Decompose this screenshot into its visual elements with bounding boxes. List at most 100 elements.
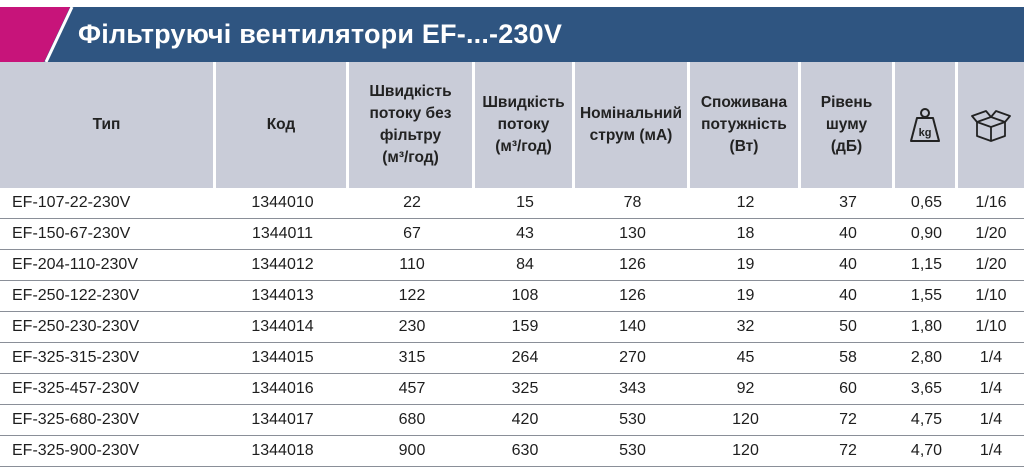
- cell-flow-no-filter: 230: [398, 318, 426, 335]
- cell-flow: 159: [511, 318, 539, 335]
- cell-current: 270: [619, 349, 646, 366]
- cell-type: EF-204-110-230V: [12, 256, 138, 273]
- table-body: EF-107-22-230V 1344010 22 15 78 12 37 0,65 1/16 E…: [0, 188, 1024, 467]
- cell-package: 1/10: [975, 318, 1007, 335]
- header-flow: Швидкість потоку (м³/год): [475, 62, 575, 188]
- cell-power: 19: [736, 256, 755, 273]
- weight-kg-icon: kg: [910, 108, 940, 142]
- cell-code: 1344011: [251, 225, 314, 242]
- table-row: EF-325-680-230V 1344017 680 420 530 120 72 4,75…: [0, 405, 1024, 436]
- cell-code: 1344013: [251, 287, 314, 304]
- cell-package: 1/4: [979, 349, 1003, 366]
- cell-package: 1/20: [975, 256, 1007, 273]
- cell-current: 140: [619, 318, 646, 335]
- cell-type: EF-150-67-230V: [12, 225, 131, 242]
- cell-type: EF-107-22-230V: [12, 194, 131, 211]
- cell-power: 120: [732, 442, 759, 459]
- cell-weight: 1,15: [910, 256, 943, 273]
- cell-code: 1344012: [251, 256, 314, 273]
- cell-flow: 264: [511, 349, 539, 366]
- cell-weight: 4,70: [910, 442, 943, 459]
- table-row: EF-325-457-230V 1344016 457 325 343 92 60 3,65 1…: [0, 374, 1024, 405]
- cell-current: 530: [619, 442, 646, 459]
- header-package: [958, 62, 1024, 188]
- table-row: EF-250-122-230V 1344013 122 108 126 19 40 1,55 1…: [0, 281, 1024, 312]
- cell-flow-no-filter: 22: [403, 194, 421, 211]
- cell-current: 130: [619, 225, 646, 242]
- cell-power: 19: [736, 287, 755, 304]
- title-bar: Фільтруючі вентилятори EF-...-230V: [0, 7, 1024, 62]
- cell-flow-no-filter: 122: [398, 287, 426, 304]
- cell-flow: 43: [516, 225, 534, 242]
- cell-power: 18: [736, 225, 755, 242]
- header-type: Тип: [0, 62, 216, 188]
- cell-noise: 40: [839, 287, 857, 304]
- cell-noise: 72: [839, 442, 857, 459]
- cell-current: 78: [623, 194, 642, 211]
- table-row: EF-107-22-230V 1344010 22 15 78 12 37 0,65 1/16: [0, 188, 1024, 219]
- cell-package: 1/4: [979, 411, 1003, 428]
- cell-weight: 0,65: [910, 194, 943, 211]
- cell-code: 1344010: [251, 194, 314, 211]
- cell-flow: 84: [516, 256, 534, 273]
- cell-weight: 4,75: [910, 411, 943, 428]
- cell-package: 1/10: [975, 287, 1007, 304]
- table-row: EF-204-110-230V 1344012 110 84 126 19 40 1,15 1/…: [0, 250, 1024, 281]
- cell-power: 92: [736, 380, 755, 397]
- cell-power: 120: [732, 411, 759, 428]
- table-row: EF-325-315-230V 1344015 315 264 270 45 58 2,80 1…: [0, 343, 1024, 374]
- cell-type: EF-325-315-230V: [12, 349, 140, 366]
- weight-icon-label: kg: [919, 127, 932, 139]
- cell-power: 32: [736, 318, 755, 335]
- table-header: Тип Код Швидкість потоку без фільтру (м³…: [0, 62, 1024, 188]
- cell-current: 530: [619, 411, 646, 428]
- cell-flow: 630: [511, 442, 539, 459]
- title-accent-stripe: [0, 7, 70, 62]
- cell-noise: 60: [839, 380, 857, 397]
- cell-flow: 420: [511, 411, 539, 428]
- cell-code: 1344018: [251, 442, 314, 459]
- cell-weight: 2,80: [910, 349, 943, 366]
- cell-package: 1/4: [979, 442, 1003, 459]
- cell-noise: 40: [839, 225, 857, 242]
- cell-flow: 15: [516, 194, 534, 211]
- cell-type: EF-325-457-230V: [12, 380, 140, 397]
- cell-power: 45: [736, 349, 755, 366]
- page-title: Фільтруючі вентилятори EF-...-230V: [78, 19, 563, 49]
- cell-package: 1/16: [975, 194, 1007, 211]
- cell-flow-no-filter: 680: [398, 411, 426, 428]
- cell-type: EF-325-900-230V: [12, 442, 140, 459]
- table-row: EF-325-900-230V 1344018 900 630 530 120 72 4,70…: [0, 436, 1024, 467]
- header-weight: kg: [895, 62, 958, 188]
- table-row: EF-250-230-230V 1344014 230 159 140 32 50 1,80 1…: [0, 312, 1024, 343]
- cell-current: 343: [619, 380, 646, 397]
- cell-weight: 1,55: [910, 287, 943, 304]
- cell-current: 126: [619, 287, 646, 304]
- cell-flow-no-filter: 457: [398, 380, 426, 397]
- table-row: EF-150-67-230V 1344011 67 43 130 18 40 0,90 1/20: [0, 219, 1024, 250]
- cell-type: EF-250-230-230V: [12, 318, 140, 335]
- header-power: Споживана потужність (Вт): [690, 62, 801, 188]
- cell-noise: 37: [839, 194, 857, 211]
- cell-package: 1/20: [975, 225, 1007, 242]
- header-flow-no-filter: Швидкість потоку без фільтру (м³/год): [349, 62, 475, 188]
- box-icon: [971, 110, 1011, 142]
- cell-noise: 50: [839, 318, 857, 335]
- cell-weight: 0,90: [910, 225, 943, 242]
- header-code: Код: [216, 62, 349, 188]
- cell-power: 12: [736, 194, 755, 211]
- cell-noise: 58: [839, 349, 857, 366]
- cell-code: 1344016: [251, 380, 314, 397]
- cell-current: 126: [619, 256, 646, 273]
- cell-flow-no-filter: 315: [398, 349, 426, 366]
- cell-flow: 108: [511, 287, 539, 304]
- cell-weight: 3,65: [910, 380, 943, 397]
- cell-type: EF-325-680-230V: [12, 411, 140, 428]
- cell-noise: 72: [839, 411, 857, 428]
- cell-package: 1/4: [979, 380, 1003, 397]
- header-current: Номінальний струм (мА): [575, 62, 690, 188]
- header-noise: Рівень шуму (дБ): [801, 62, 895, 188]
- cell-flow-no-filter: 900: [398, 442, 426, 459]
- cell-flow: 325: [511, 380, 539, 397]
- cell-flow-no-filter: 67: [403, 225, 421, 242]
